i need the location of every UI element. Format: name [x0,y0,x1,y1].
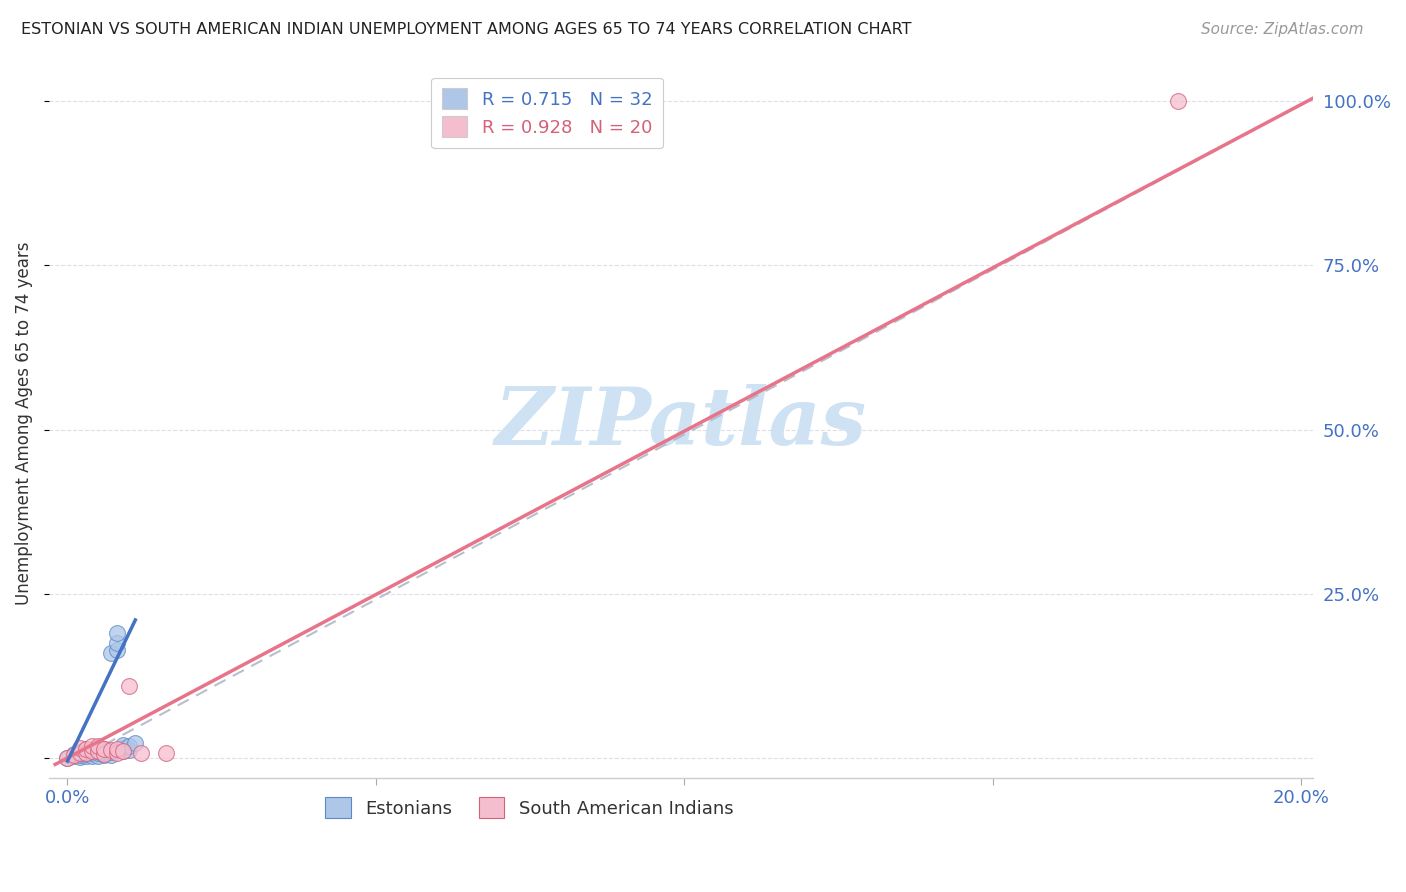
Point [75,744,97,758]
Point [62,748,84,763]
Point [69,746,91,760]
Point [56,751,79,765]
Point [111,741,134,756]
Point [75,741,97,756]
Point [82,746,104,760]
Text: ESTONIAN VS SOUTH AMERICAN INDIAN UNEMPLOYMENT AMONG AGES 65 TO 74 YEARS CORRELA: ESTONIAN VS SOUTH AMERICAN INDIAN UNEMPL… [21,22,911,37]
Point [105,626,128,640]
Point [105,636,128,650]
Point [82,748,104,763]
Point [75,748,97,763]
Point [62,747,84,761]
Point [111,744,134,758]
Point [100,747,122,762]
Point [93,747,115,762]
Point [118,679,141,693]
Point [1167,95,1189,109]
Text: ZIPatlas: ZIPatlas [495,384,868,462]
Point [87,739,110,754]
Point [105,642,128,657]
Point [100,743,122,757]
Point [87,744,110,758]
Point [124,736,146,750]
Point [82,739,104,753]
Point [118,739,141,753]
Point [87,746,110,760]
Y-axis label: Unemployment Among Ages 65 to 74 years: Unemployment Among Ages 65 to 74 years [15,242,32,605]
Point [111,738,134,752]
Point [87,744,110,758]
Point [69,749,91,764]
Point [131,746,153,760]
Point [75,747,97,761]
Point [93,741,115,756]
Point [82,743,104,757]
Point [75,741,97,756]
Point [69,745,91,759]
Point [100,646,122,660]
Point [93,741,115,756]
Point [105,741,128,756]
Point [69,741,91,756]
Point [62,747,84,762]
Point [75,746,97,760]
Point [69,747,91,762]
Point [100,745,122,759]
Point [105,746,128,760]
Point [118,743,141,757]
Point [93,745,115,759]
Text: Source: ZipAtlas.com: Source: ZipAtlas.com [1201,22,1364,37]
Point [93,747,115,761]
Point [56,751,79,765]
Point [87,739,110,753]
Legend: Estonians, South American Indians: Estonians, South American Indians [318,790,741,825]
Point [82,744,104,758]
Point [111,744,134,758]
Point [155,746,177,760]
Point [87,748,110,763]
